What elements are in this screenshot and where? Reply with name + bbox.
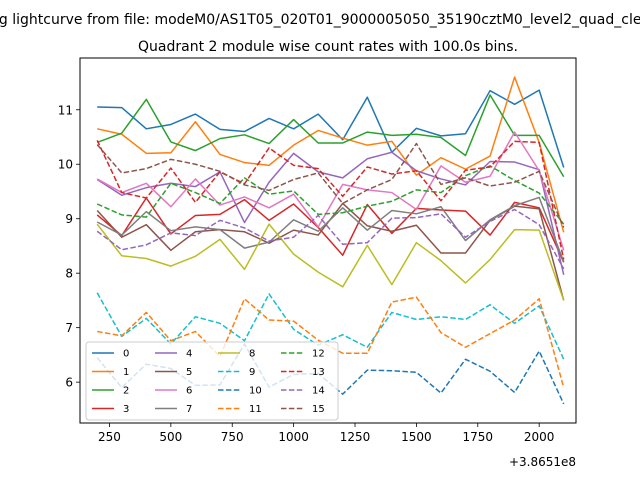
legend-label-7: 7 bbox=[186, 404, 192, 415]
legend-label-3: 3 bbox=[123, 404, 129, 415]
x-tick-label: 1750 bbox=[463, 430, 494, 444]
legend-label-5: 5 bbox=[186, 367, 192, 378]
series-line-3 bbox=[96, 197, 565, 263]
x-axis: 250 500 750 1000 1250 1500 1750 2000 bbox=[98, 423, 554, 444]
series-line-2 bbox=[96, 94, 565, 178]
series-line-4 bbox=[96, 151, 565, 275]
series-line-6 bbox=[96, 131, 565, 251]
y-tick-label: 8 bbox=[65, 267, 73, 281]
legend-label-12: 12 bbox=[312, 349, 325, 360]
legend-label-0: 0 bbox=[123, 349, 129, 360]
series-line-12 bbox=[96, 165, 565, 225]
legend-label-4: 4 bbox=[186, 349, 192, 360]
legend-label-2: 2 bbox=[123, 386, 129, 397]
chart-title: Quadrant 2 module wise count rates with … bbox=[138, 39, 518, 55]
legend-label-9: 9 bbox=[249, 367, 255, 378]
series-layer bbox=[96, 76, 565, 405]
series-line-9 bbox=[96, 292, 565, 360]
legend-label-11: 11 bbox=[249, 404, 262, 415]
series-line-0 bbox=[97, 89, 565, 168]
x-tick-label: 250 bbox=[98, 430, 121, 444]
y-tick-label: 9 bbox=[65, 212, 73, 226]
series-line-1 bbox=[97, 76, 565, 233]
series-line-14 bbox=[96, 208, 565, 270]
legend-label-14: 14 bbox=[312, 386, 325, 397]
legend-frame bbox=[85, 341, 339, 421]
legend-label-6: 6 bbox=[186, 386, 192, 397]
x-tick-label: 1250 bbox=[340, 430, 371, 444]
y-tick-label: 11 bbox=[58, 103, 73, 117]
y-tick-label: 6 bbox=[65, 376, 73, 390]
x-tick-label: 1000 bbox=[278, 430, 309, 444]
x-tick-label: 500 bbox=[159, 430, 182, 444]
chart-suptitle: Plotting lightcurve from file: modeM0/AS… bbox=[0, 12, 640, 28]
series-line-13 bbox=[96, 139, 565, 260]
x-tick-label: 2000 bbox=[524, 430, 555, 444]
legend-label-1: 1 bbox=[123, 367, 129, 378]
y-tick-label: 10 bbox=[58, 158, 73, 172]
y-axis: 6 7 8 9 10 11 bbox=[58, 103, 80, 390]
legend-label-13: 13 bbox=[312, 367, 325, 378]
legend-label-15: 15 bbox=[312, 404, 325, 415]
y-tick-label: 7 bbox=[65, 321, 73, 335]
x-tick-label: 1500 bbox=[401, 430, 432, 444]
series-line-15 bbox=[96, 142, 565, 228]
plot-frame bbox=[79, 57, 577, 424]
legend-label-10: 10 bbox=[249, 386, 262, 397]
x-offset-label: +3.8651e8 bbox=[509, 455, 576, 469]
x-tick-label: 750 bbox=[221, 430, 244, 444]
series-line-11 bbox=[97, 296, 565, 388]
legend-label-8: 8 bbox=[249, 349, 255, 360]
series-line-8 bbox=[96, 223, 565, 301]
